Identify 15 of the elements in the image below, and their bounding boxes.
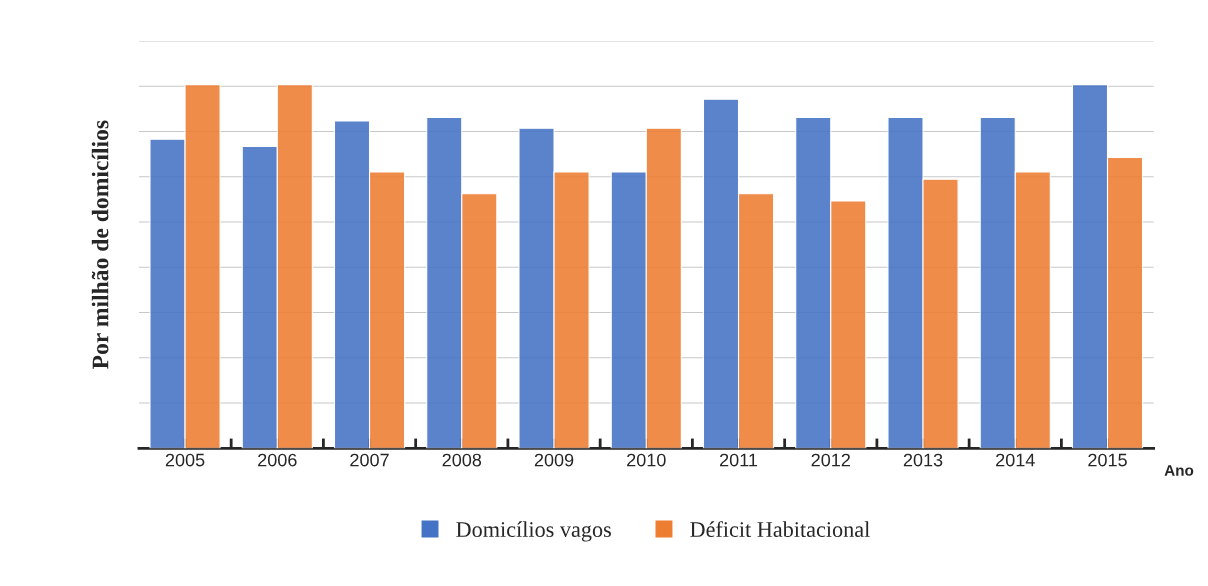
x-axis-title: Ano — [1164, 465, 1194, 476]
legend-label: Domicílios vagos — [456, 521, 611, 542]
y-axis-title: Por milhão de domicílios — [91, 120, 109, 369]
x-tick-label: 2010 — [627, 453, 666, 467]
x-tick-label: 2006 — [258, 453, 297, 467]
x-tick-label: 2012 — [811, 453, 850, 467]
legend-label: Déficit Habitacional — [690, 521, 870, 538]
x-tick-label: 2005 — [165, 453, 205, 467]
x-tick-label: 2007 — [350, 453, 389, 467]
x-tick-label: 2011 — [720, 453, 758, 467]
x-tick-label: 2008 — [442, 453, 482, 467]
x-tick-label: 2015 — [1088, 453, 1127, 467]
x-tick-label: 2009 — [534, 453, 574, 467]
x-tick-label: 2014 — [996, 453, 1035, 467]
x-tick-label: 2013 — [903, 453, 943, 467]
